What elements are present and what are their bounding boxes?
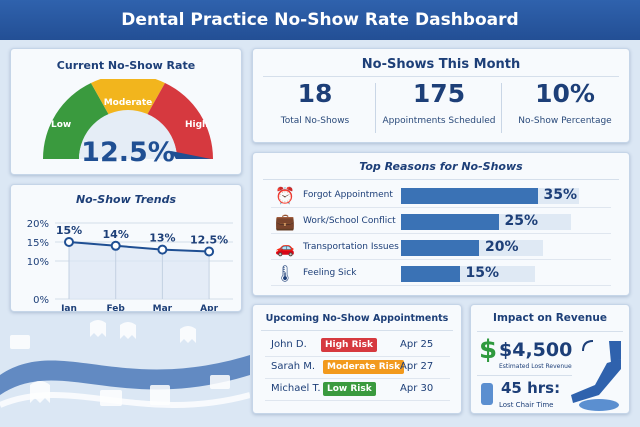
stat-total-no-shows: 18 Total No-Shows <box>280 79 350 126</box>
appointment-row[interactable]: Michael T. Low Risk Apr 30 <box>265 379 450 401</box>
reason-value: 35% <box>543 187 578 203</box>
risk-badge: Low Risk <box>323 382 376 396</box>
reason-label: Feeling Sick <box>303 268 357 278</box>
upcoming-title: Upcoming No-Show Appointments <box>265 313 449 324</box>
appointment-date: Apr 25 <box>400 339 434 350</box>
reason-row: ⏰ Forgot Appointment 35% <box>271 186 611 208</box>
appointment-row[interactable]: Sarah M. Moderate Risk Apr 27 <box>265 357 450 379</box>
y-tick-label: 10% <box>27 257 49 268</box>
data-label: 13% <box>149 232 175 245</box>
briefcase-icon: 💼 <box>275 212 295 231</box>
thermometer-icon: 🌡 <box>274 264 296 283</box>
reason-bar <box>401 266 460 282</box>
stat-appointments-scheduled: 175 Appointments Scheduled <box>382 79 496 126</box>
gauge-title: Current No-Show Rate <box>56 59 196 72</box>
gauge-zone-label: Moderate <box>104 98 153 108</box>
risk-badge: Moderate Risk <box>323 360 405 374</box>
data-point <box>157 244 168 255</box>
data-label: 14% <box>103 228 129 241</box>
gauge-zone-low <box>42 83 109 159</box>
data-label: 12.5% <box>190 234 228 247</box>
alarm-clock-icon: ⏰ <box>275 186 295 205</box>
trends-panel: No-Show Trends 0% 10% 15% 20% 15% Jan 14% Feb 13… <box>10 184 242 312</box>
patient-name: Michael T. <box>271 383 321 394</box>
patient-name: John D. <box>271 339 307 350</box>
reason-label: Forgot Appointment <box>303 190 393 200</box>
chair-time-icon <box>481 383 493 405</box>
dashboard-title: Dental Practice No-Show Rate Dashboard <box>0 0 640 40</box>
gauge-value: 12.5% <box>81 137 175 168</box>
lost-chair-label: Lost Chair Time <box>499 401 554 409</box>
stat-no-show-percentage: 10% No-Show Percentage <box>518 79 612 126</box>
reasons-panel: Top Reasons for No-Shows ⏰ Forgot Appoin… <box>252 152 630 296</box>
car-icon: 🚗 <box>275 238 295 257</box>
reason-value: 15% <box>465 265 500 281</box>
dental-illustration <box>0 320 250 408</box>
y-tick-label: 0% <box>33 295 49 306</box>
data-point <box>204 246 215 257</box>
risk-badge: High Risk <box>321 338 377 352</box>
data-label: 15% <box>56 224 82 237</box>
gauge-chart: Low Moderate High 12.5% <box>42 79 214 168</box>
trend-area <box>69 242 210 299</box>
reason-bar <box>401 240 479 256</box>
x-tick-label: Jan <box>60 304 77 311</box>
revenue-panel: Impact on Revenue $ $4,500 Estimated Los… <box>470 304 630 414</box>
reason-bar <box>401 188 538 204</box>
trend-line <box>68 241 210 253</box>
dental-chair-icon <box>571 340 621 411</box>
lost-revenue-label: Estimated Lost Revenue <box>499 363 572 370</box>
gauge-zone-high <box>147 83 214 159</box>
appointment-row[interactable]: John D. High Risk Apr 25 <box>265 335 450 357</box>
appointment-date: Apr 27 <box>400 361 434 372</box>
y-tick-label: 20% <box>27 219 49 230</box>
gauge-zone-label: High <box>185 120 208 130</box>
lost-revenue-amount: $4,500 <box>499 339 573 361</box>
reason-value: 20% <box>485 239 519 255</box>
trend-chart: 0% 10% 15% 20% 15% Jan 14% Feb 13% Mar 12.5% Apr <box>27 219 233 311</box>
gauge-panel: Current No-Show Rate Low Moderate High 1… <box>10 48 242 175</box>
x-tick-label: Feb <box>107 304 126 311</box>
reason-label: Work/School Conflict <box>303 216 396 226</box>
x-tick-label: Apr <box>200 304 218 311</box>
dollar-icon: $ <box>479 335 498 365</box>
y-tick-label: 15% <box>27 238 49 249</box>
upcoming-panel: Upcoming No-Show Appointments John D. Hi… <box>252 304 462 414</box>
revenue-title: Impact on Revenue <box>493 312 607 324</box>
reason-label: Transportation Issues <box>303 242 399 252</box>
appointment-date: Apr 30 <box>400 383 434 394</box>
lost-chair-hours: 45 hrs: <box>501 379 561 397</box>
gauge-zone-moderate <box>91 79 165 115</box>
month-title: No-Shows This Month <box>361 57 521 72</box>
data-point <box>110 240 121 251</box>
reason-row: 🚗 Transportation Issues 20% <box>271 238 611 260</box>
gauge-zone-label: Low <box>51 120 71 130</box>
reasons-title: Top Reasons for No-Shows <box>359 160 523 173</box>
trends-title: No-Show Trends <box>75 193 177 206</box>
data-point <box>64 237 74 247</box>
month-panel: No-Shows This Month 18 Total No-Shows 175… <box>252 48 630 143</box>
reason-row: 💼 Work/School Conflict 25% <box>271 212 611 234</box>
patient-name: Sarah M. <box>271 361 316 372</box>
reason-bar <box>401 214 499 230</box>
tooth-icon <box>10 320 230 406</box>
reason-row: 🌡 Feeling Sick 15% <box>271 264 611 286</box>
gauge-needle <box>171 151 211 159</box>
reason-value: 25% <box>504 213 539 229</box>
x-tick-label: Mar <box>153 304 173 311</box>
